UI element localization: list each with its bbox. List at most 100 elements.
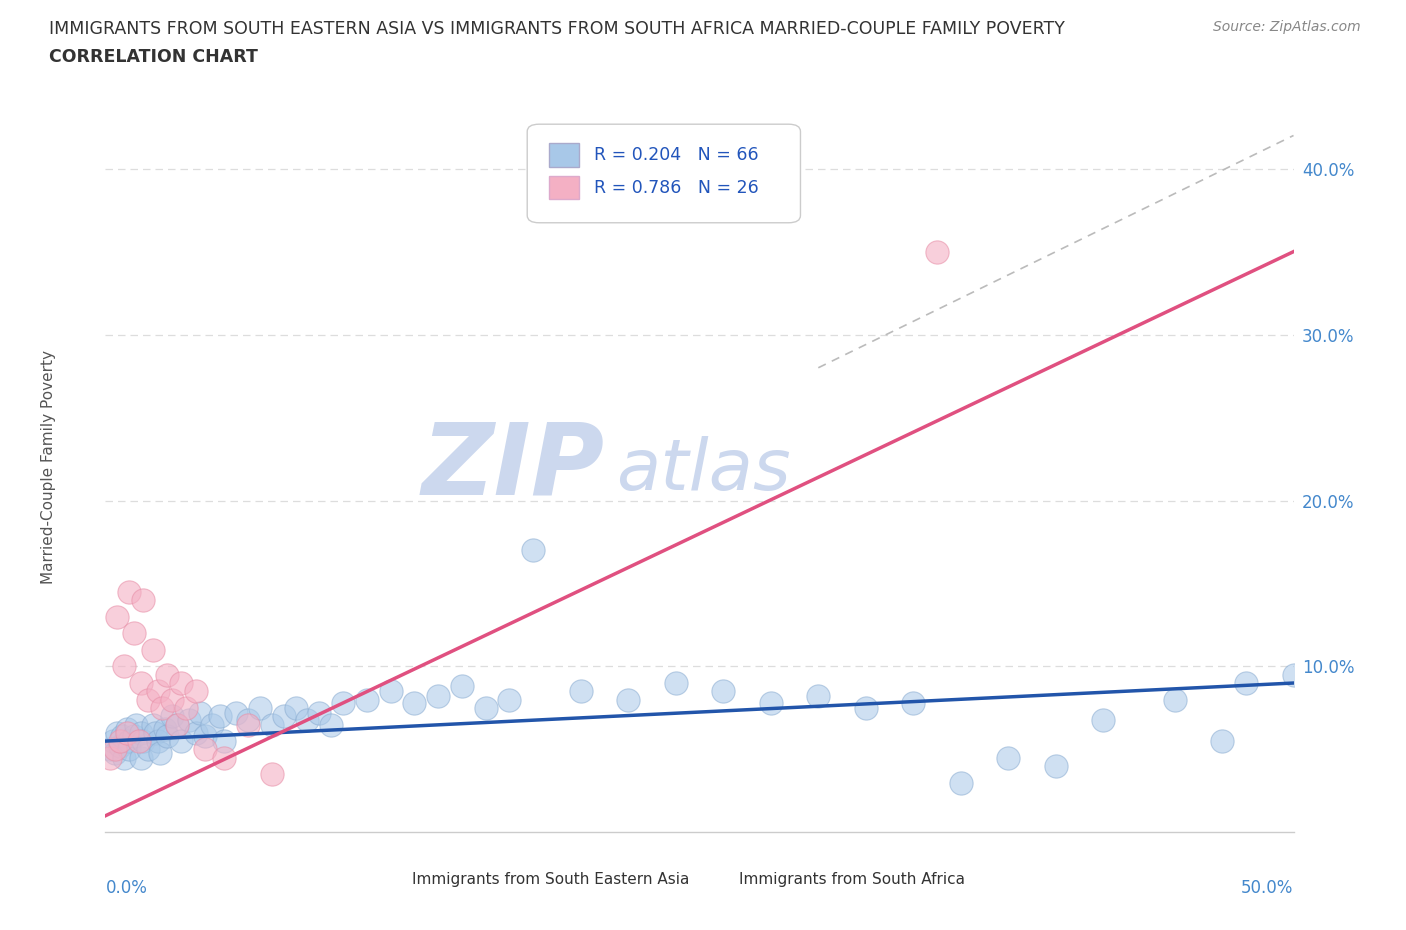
Point bbox=[855, 700, 877, 715]
Point bbox=[308, 706, 330, 721]
Point bbox=[128, 734, 150, 749]
Point bbox=[142, 643, 165, 658]
Point bbox=[136, 692, 159, 707]
Point bbox=[214, 734, 236, 749]
Point bbox=[201, 717, 224, 732]
Point bbox=[380, 684, 402, 698]
Point bbox=[759, 696, 782, 711]
Point bbox=[949, 775, 972, 790]
Point bbox=[129, 725, 152, 740]
Point bbox=[115, 722, 138, 737]
Point bbox=[101, 734, 124, 749]
Point bbox=[284, 700, 307, 715]
Bar bbox=[385, 871, 406, 888]
Point bbox=[249, 700, 271, 715]
Point bbox=[807, 689, 830, 704]
Point bbox=[170, 675, 193, 690]
Point bbox=[260, 767, 283, 782]
Text: Married-Couple Family Poverty: Married-Couple Family Poverty bbox=[41, 351, 56, 584]
Point bbox=[225, 706, 247, 721]
Point bbox=[404, 696, 426, 711]
Point bbox=[104, 742, 127, 757]
Point bbox=[136, 742, 159, 757]
Point bbox=[190, 706, 212, 721]
Point bbox=[321, 717, 343, 732]
Point bbox=[711, 684, 734, 698]
Point bbox=[450, 679, 472, 694]
Point bbox=[177, 712, 200, 727]
Point bbox=[925, 245, 948, 259]
Point bbox=[156, 668, 179, 683]
Point bbox=[146, 684, 169, 698]
Point bbox=[160, 692, 183, 707]
Point bbox=[184, 725, 207, 740]
Point bbox=[108, 734, 131, 749]
Point bbox=[129, 751, 152, 765]
Point bbox=[522, 543, 544, 558]
Text: R = 0.786   N = 26: R = 0.786 N = 26 bbox=[593, 179, 758, 197]
Point bbox=[98, 742, 121, 757]
Point bbox=[997, 751, 1019, 765]
Text: CORRELATION CHART: CORRELATION CHART bbox=[49, 48, 259, 66]
Point bbox=[143, 725, 166, 740]
Point bbox=[1282, 668, 1305, 683]
Point bbox=[214, 751, 236, 765]
Point bbox=[105, 725, 128, 740]
Point bbox=[118, 734, 141, 749]
Text: IMMIGRANTS FROM SOUTH EASTERN ASIA VS IMMIGRANTS FROM SOUTH AFRICA MARRIED-COUPL: IMMIGRANTS FROM SOUTH EASTERN ASIA VS IM… bbox=[49, 20, 1066, 38]
Point bbox=[166, 717, 188, 732]
Point bbox=[146, 734, 169, 749]
Point bbox=[114, 659, 136, 674]
Point bbox=[98, 751, 121, 765]
Point bbox=[115, 725, 138, 740]
Point bbox=[1164, 692, 1187, 707]
Bar bbox=[548, 143, 579, 166]
Point bbox=[105, 609, 128, 624]
Text: Immigrants from South Eastern Asia: Immigrants from South Eastern Asia bbox=[412, 872, 689, 887]
Text: 50.0%: 50.0% bbox=[1241, 879, 1294, 897]
Text: ZIP: ZIP bbox=[422, 418, 605, 516]
Point bbox=[474, 700, 496, 715]
Point bbox=[166, 717, 188, 732]
Point bbox=[569, 684, 592, 698]
Point bbox=[1211, 734, 1233, 749]
Point bbox=[617, 692, 640, 707]
Point bbox=[129, 675, 152, 690]
Text: Immigrants from South Africa: Immigrants from South Africa bbox=[738, 872, 965, 887]
Point bbox=[194, 742, 217, 757]
Point bbox=[170, 734, 193, 749]
Bar bbox=[711, 871, 733, 888]
Point bbox=[208, 709, 231, 724]
Point bbox=[122, 626, 145, 641]
Point bbox=[118, 742, 141, 757]
Point bbox=[903, 696, 925, 711]
Text: atlas: atlas bbox=[616, 436, 792, 506]
Text: Source: ZipAtlas.com: Source: ZipAtlas.com bbox=[1213, 20, 1361, 34]
Point bbox=[118, 584, 141, 599]
Point bbox=[260, 717, 283, 732]
Point bbox=[152, 700, 174, 715]
Point bbox=[149, 745, 172, 760]
Point bbox=[297, 712, 319, 727]
Bar bbox=[548, 176, 579, 199]
Point bbox=[356, 692, 378, 707]
Point bbox=[236, 717, 259, 732]
Point bbox=[132, 734, 155, 749]
FancyBboxPatch shape bbox=[527, 125, 800, 223]
Point bbox=[111, 729, 134, 744]
Point bbox=[132, 592, 155, 607]
Point bbox=[236, 712, 259, 727]
Point bbox=[108, 738, 131, 753]
Point bbox=[142, 717, 165, 732]
Point bbox=[156, 729, 179, 744]
Point bbox=[160, 709, 183, 724]
Point bbox=[194, 729, 217, 744]
Point bbox=[184, 684, 207, 698]
Point bbox=[427, 689, 450, 704]
Point bbox=[332, 696, 354, 711]
Point bbox=[153, 722, 176, 737]
Point bbox=[1045, 759, 1067, 774]
Point bbox=[174, 700, 197, 715]
Point bbox=[104, 745, 127, 760]
Point bbox=[122, 729, 145, 744]
